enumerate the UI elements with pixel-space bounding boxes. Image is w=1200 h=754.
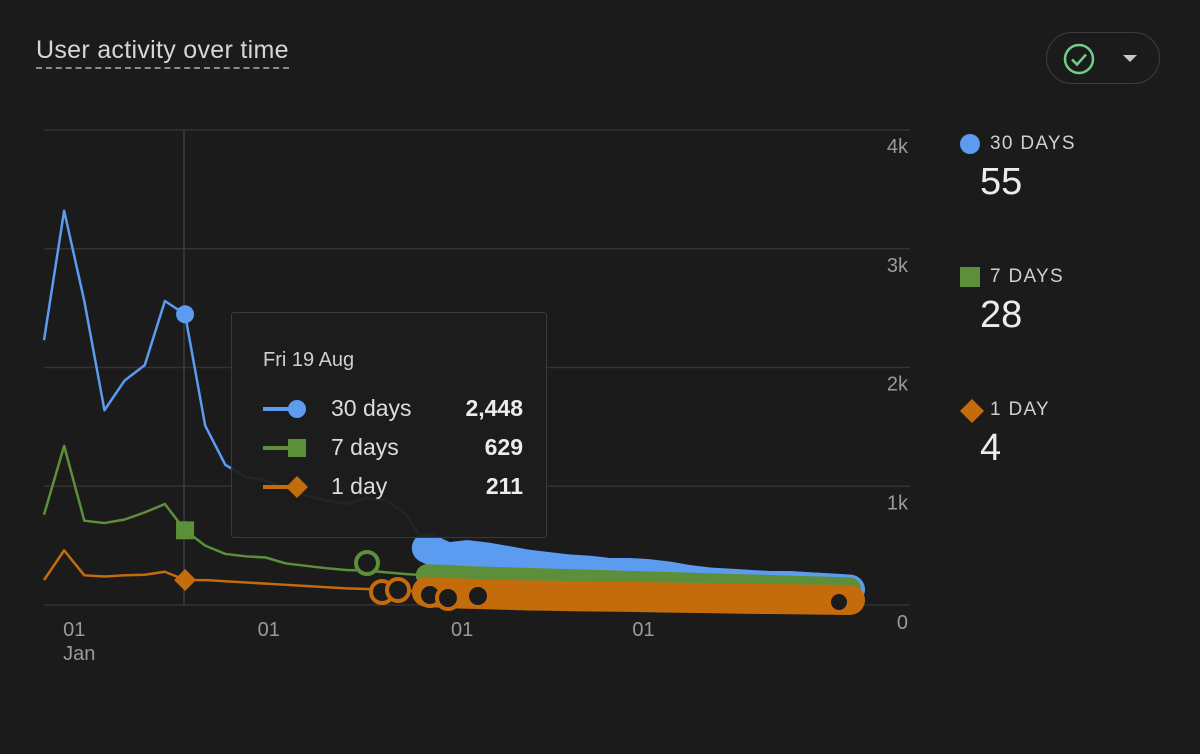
legend-label: 30 DAYS [990, 133, 1076, 154]
data-point-marker [354, 550, 380, 576]
series-band-1-day [411, 576, 865, 616]
tooltip-label: 7 days [331, 434, 399, 460]
y-tick-label: 4k [887, 136, 909, 158]
diamond-line-icon [263, 476, 308, 498]
legend-value: 4 [980, 427, 1002, 469]
chart-tooltip: Fri 19 Aug 30 days 2,448 7 days 629 1 da… [231, 312, 547, 538]
check-circle-icon [1063, 43, 1095, 80]
x-tick-label: 01 [632, 619, 654, 641]
x-tick-label: 01 [451, 619, 473, 641]
tooltip-value: 2,448 [465, 395, 523, 421]
tooltip-row-30-days: 30 days 2,448 [263, 395, 523, 425]
y-tick-label: 2k [887, 374, 909, 396]
circle-icon [960, 134, 980, 154]
tooltip-label: 30 days [331, 395, 412, 421]
tooltip-date: Fri 19 Aug [263, 349, 355, 371]
legend-label: 7 DAYS [990, 266, 1064, 287]
circle-line-icon [263, 400, 306, 418]
hover-point-1-day [174, 568, 197, 591]
chart-title[interactable]: User activity over time [36, 36, 289, 69]
square-icon [960, 267, 980, 287]
data-point-marker [827, 590, 851, 614]
y-tick-label: 3k [887, 255, 909, 277]
hover-point-7-days [176, 521, 195, 540]
y-tick-label: 1k [887, 492, 909, 514]
diamond-icon [960, 399, 984, 423]
legend-value: 55 [980, 161, 1023, 203]
tooltip-row-7-days: 7 days 629 [263, 434, 523, 464]
x-tick-sublabel: Jan [63, 643, 95, 665]
hover-point-30-days [176, 305, 195, 324]
legend-value: 28 [980, 294, 1023, 336]
comparison-filter-button[interactable] [1046, 32, 1160, 84]
x-tick-label: 01 [63, 619, 85, 641]
tooltip-row-1-day: 1 day 211 [263, 473, 523, 503]
y-tick-label: 0 [897, 612, 908, 634]
tooltip-label: 1 day [331, 473, 388, 499]
tooltip-value: 211 [485, 473, 523, 499]
tooltip-value: 629 [484, 434, 523, 460]
data-point-marker [465, 583, 491, 609]
legend-label: 1 DAY [990, 399, 1051, 420]
data-point-marker [385, 577, 411, 603]
caret-down-icon [1123, 55, 1137, 62]
x-tick-label: 01 [258, 619, 280, 641]
data-point-marker [435, 585, 461, 611]
square-line-icon [263, 439, 306, 457]
